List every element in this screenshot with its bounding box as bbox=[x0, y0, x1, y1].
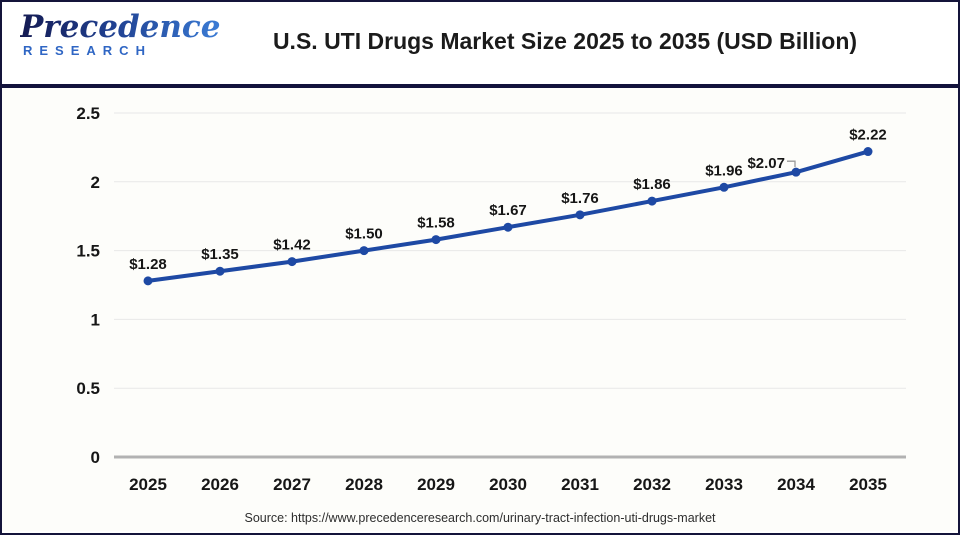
data-label: $1.86 bbox=[633, 176, 671, 193]
x-tick-label: 2035 bbox=[849, 475, 887, 494]
data-point bbox=[719, 182, 729, 192]
data-label: $2.07 bbox=[747, 155, 785, 172]
header-divider bbox=[2, 84, 958, 88]
data-label: $1.76 bbox=[561, 190, 599, 207]
x-tick-label: 2027 bbox=[273, 475, 311, 494]
data-point bbox=[863, 147, 873, 157]
data-label: $1.67 bbox=[489, 202, 527, 219]
x-tick-label: 2026 bbox=[201, 475, 239, 494]
x-tick-label: 2025 bbox=[129, 475, 167, 494]
data-point bbox=[503, 222, 513, 232]
logo-sub-text: RESEARCH bbox=[23, 43, 152, 58]
y-tick-label: 1 bbox=[91, 310, 100, 329]
data-label: $1.96 bbox=[705, 162, 743, 179]
y-tick-label: 2 bbox=[91, 173, 100, 192]
x-tick-label: 2034 bbox=[777, 475, 815, 494]
data-label: $1.58 bbox=[417, 215, 455, 232]
chart-title: U.S. UTI Drugs Market Size 2025 to 2035 … bbox=[272, 28, 858, 54]
x-tick-label: 2029 bbox=[417, 475, 455, 494]
precedence-research-logo: Precedence RESEARCH bbox=[20, 9, 221, 58]
x-tick-label: 2031 bbox=[561, 475, 599, 494]
x-tick-label: 2033 bbox=[705, 475, 743, 494]
data-label: $1.28 bbox=[129, 256, 167, 273]
source-attribution: Source: https://www.precedenceresearch.c… bbox=[244, 511, 716, 525]
data-point bbox=[575, 210, 585, 220]
y-tick-label: 0.5 bbox=[76, 379, 100, 398]
data-label: $2.22 bbox=[849, 127, 887, 144]
line-chart: 0 0.5 1 1.5 2 2.5 2025 2026 2027 2028 2029 2030 2031… bbox=[76, 104, 906, 494]
data-point bbox=[791, 167, 801, 177]
data-point bbox=[647, 196, 657, 206]
x-tick-label: 2028 bbox=[345, 475, 383, 494]
x-tick-label: 2032 bbox=[633, 475, 671, 494]
chart-region: 0 0.5 1 1.5 2 2.5 2025 2026 2027 2028 2029 2030 2031… bbox=[2, 88, 958, 531]
data-label: $1.50 bbox=[345, 226, 383, 243]
header: Precedence RESEARCH U.S. UTI Drugs Marke… bbox=[2, 2, 958, 84]
data-point bbox=[143, 276, 153, 286]
data-point bbox=[287, 257, 297, 267]
logo-brand-text: Precedence bbox=[20, 9, 221, 45]
data-label: $1.42 bbox=[273, 237, 311, 254]
data-point bbox=[359, 246, 369, 256]
y-tick-label: 2.5 bbox=[76, 104, 100, 123]
y-tick-label: 0 bbox=[91, 448, 100, 467]
x-tick-label: 2030 bbox=[489, 475, 527, 494]
data-point bbox=[431, 235, 441, 245]
label-leader-line bbox=[787, 160, 796, 168]
data-point bbox=[215, 266, 225, 276]
y-tick-label: 1.5 bbox=[76, 242, 100, 261]
data-label: $1.35 bbox=[201, 246, 239, 263]
